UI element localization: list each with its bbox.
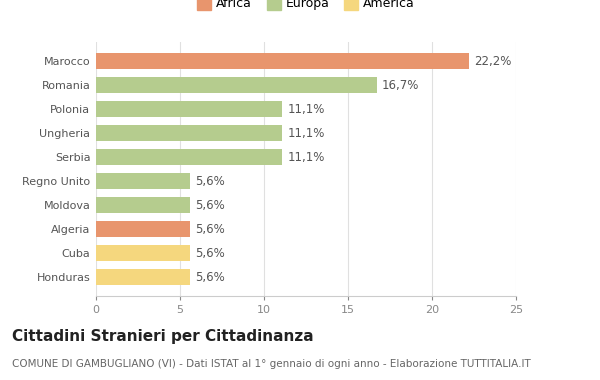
Bar bbox=[96, 78, 377, 93]
Bar bbox=[96, 125, 283, 141]
Text: 16,7%: 16,7% bbox=[382, 79, 419, 92]
Text: 22,2%: 22,2% bbox=[474, 55, 511, 68]
Text: Cittadini Stranieri per Cittadinanza: Cittadini Stranieri per Cittadinanza bbox=[12, 329, 314, 344]
Text: 5,6%: 5,6% bbox=[195, 271, 225, 283]
Bar bbox=[96, 221, 190, 237]
Bar bbox=[96, 197, 190, 213]
Text: 5,6%: 5,6% bbox=[195, 223, 225, 236]
Text: 5,6%: 5,6% bbox=[195, 199, 225, 212]
Bar bbox=[96, 101, 283, 117]
Text: 11,1%: 11,1% bbox=[287, 103, 325, 116]
Text: 5,6%: 5,6% bbox=[195, 174, 225, 188]
Text: COMUNE DI GAMBUGLIANO (VI) - Dati ISTAT al 1° gennaio di ogni anno - Elaborazion: COMUNE DI GAMBUGLIANO (VI) - Dati ISTAT … bbox=[12, 359, 531, 369]
Text: 11,1%: 11,1% bbox=[287, 127, 325, 139]
Text: 5,6%: 5,6% bbox=[195, 247, 225, 260]
Bar bbox=[96, 245, 190, 261]
Bar bbox=[96, 173, 190, 189]
Bar bbox=[96, 149, 283, 165]
Legend: Africa, Europa, America: Africa, Europa, America bbox=[197, 0, 415, 10]
Bar bbox=[96, 53, 469, 69]
Bar bbox=[96, 269, 190, 285]
Text: 11,1%: 11,1% bbox=[287, 150, 325, 164]
